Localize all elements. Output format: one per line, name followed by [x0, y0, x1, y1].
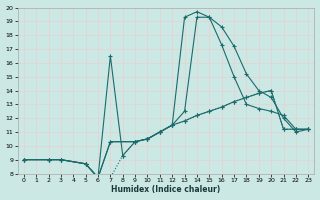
X-axis label: Humidex (Indice chaleur): Humidex (Indice chaleur)	[111, 185, 221, 194]
